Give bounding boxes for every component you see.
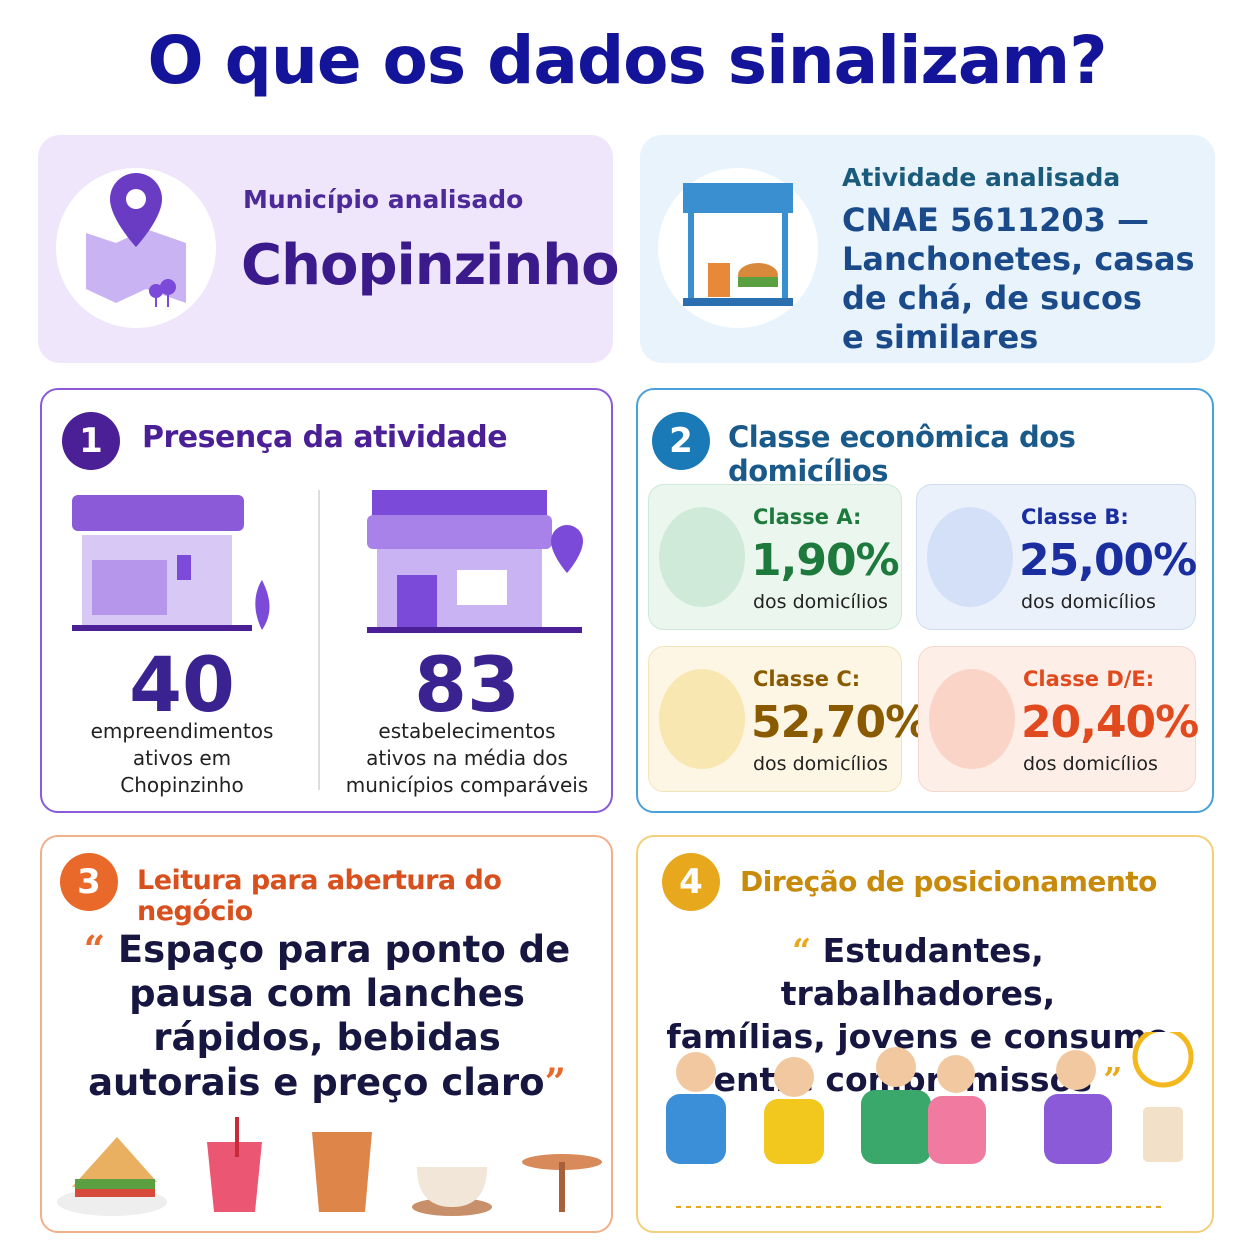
stat-line: ativos na média dos [366, 746, 568, 770]
section-number: 4 [662, 853, 720, 911]
page-title: O que os dados sinalizam? [147, 22, 1108, 99]
section-title: Direção de posicionamento [740, 865, 1157, 898]
municipality-label: Município analisado [243, 185, 524, 214]
kiosk-icon [72, 495, 270, 631]
section-title: Leitura para abertura do negócio [137, 865, 502, 927]
quote-line: Espaço para ponto de [117, 928, 571, 971]
open-quote: “ [792, 931, 812, 970]
stat-value: 83 [414, 640, 520, 729]
section-number: 2 [652, 412, 710, 470]
class-value: 52,70% [751, 697, 929, 748]
economic-class-section: 2 Classe econômica dos domicílios Classe… [636, 388, 1214, 813]
stat-line: empreendimentos [90, 719, 274, 743]
class-note: dos domicílios [1023, 753, 1158, 775]
activity-text: CNAE 5611203 — Lanchonetes, casas de chá… [842, 201, 1195, 357]
presence-section: 1 Presença da atividade 40 empreendiment… [40, 388, 613, 813]
stat-line: Chopinzinho [120, 773, 244, 797]
class-value: 20,40% [1021, 697, 1199, 748]
stat-line: estabelecimentos [378, 719, 556, 743]
activity-line: de chá, de sucos [842, 279, 1142, 317]
stat-value: 40 [129, 640, 235, 729]
section-number: 1 [62, 412, 120, 470]
class-value: 25,00% [1019, 535, 1197, 586]
stat-text: empreendimentos ativos em Chopinzinho [52, 718, 312, 799]
class-label: Classe D/E: [1023, 667, 1155, 691]
quote-line: rápidos, bebidas [153, 1016, 501, 1059]
class-label: Classe C: [753, 667, 861, 691]
activity-line: e similares [842, 318, 1039, 356]
quote-line: Estudantes, trabalhadores, [780, 931, 1056, 1013]
class-note: dos domicílios [753, 591, 888, 613]
people-icon [659, 507, 745, 607]
open-quote: “ [83, 927, 106, 971]
people-icon [927, 507, 1013, 607]
municipality-card: Município analisado Chopinzinho [38, 135, 620, 363]
class-card: Classe A: 1,90% dos domicílios [648, 484, 902, 630]
class-note: dos domicílios [753, 753, 888, 775]
quote-line: famílias, jovens e consumo [666, 1017, 1170, 1056]
quote: “ Estudantes, trabalhadores, famílias, j… [653, 929, 1183, 1101]
map-icon [56, 168, 216, 328]
people-icon [929, 669, 1015, 769]
class-label: Classe B: [1021, 505, 1129, 529]
quote: “ Espaço para ponto de pausa com lanches… [62, 927, 592, 1105]
stat-text: estabelecimentos ativos na média dos mun… [332, 718, 602, 799]
activity-card: Atividade analisada CNAE 5611203 — Lanch… [640, 135, 1215, 363]
store-icon [367, 490, 583, 633]
section-number: 3 [60, 853, 118, 911]
class-card: Classe C: 52,70% dos domicílios [648, 646, 929, 792]
activity-line: Lanchonetes, casas [842, 240, 1195, 278]
class-label: Classe A: [753, 505, 862, 529]
class-note: dos domicílios [1021, 591, 1156, 613]
municipality-name: Chopinzinho [241, 233, 620, 298]
activity-line: CNAE 5611203 — [842, 201, 1150, 239]
close-quote: ” [1103, 1060, 1123, 1099]
reading-section: 3 Leitura para abertura do negócio “ Esp… [40, 835, 613, 1233]
activity-label: Atividade analisada [842, 163, 1121, 192]
people-illustration [666, 1032, 1194, 1208]
quote-line: autorais e preço claro [88, 1061, 545, 1104]
class-card: Classe D/E: 20,40% dos domicílios [918, 646, 1199, 792]
stat-line: ativos em [132, 746, 232, 770]
class-card: Classe B: 25,00% dos domicílios [916, 484, 1197, 630]
food-icons [57, 1117, 602, 1216]
section-title: Classe econômica dos domicílios [728, 420, 1076, 488]
divider [318, 490, 320, 790]
snack-bar-icon [658, 168, 818, 328]
class-value: 1,90% [751, 535, 900, 586]
stat-line: municípios comparáveis [345, 773, 589, 797]
people-icon [659, 669, 745, 769]
quote-line: pausa com lanches [129, 972, 525, 1015]
positioning-section: 4 Direção de posicionamento “ Estudantes… [636, 835, 1214, 1233]
close-quote: ” [544, 1060, 566, 1104]
section-title: Presença da atividade [142, 420, 508, 455]
